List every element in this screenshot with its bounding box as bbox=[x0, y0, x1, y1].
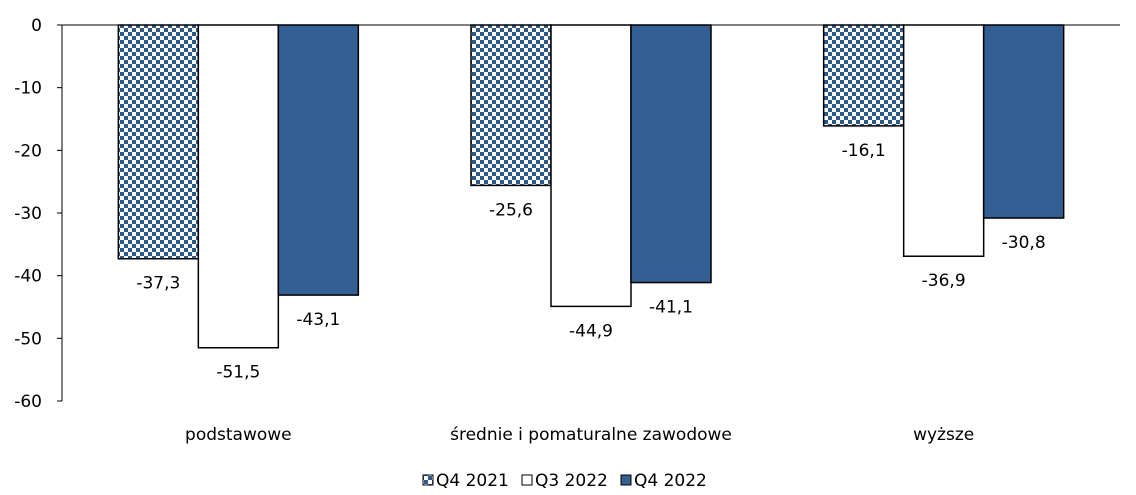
legend-swatch bbox=[521, 474, 533, 486]
data-label: -30,8 bbox=[1002, 233, 1046, 253]
data-labels: -37,3 -51,5 -43,1 -25,6 -44,9 -41,1 -16,1 -36,9… bbox=[136, 141, 1045, 383]
bar-2-2 bbox=[550, 24, 632, 308]
y-tick-label: -40 bbox=[14, 267, 42, 287]
bar-1-2 bbox=[470, 24, 552, 187]
y-tick-label: 0 bbox=[31, 16, 42, 36]
data-label: -43,1 bbox=[296, 310, 340, 330]
bar-1-3 bbox=[822, 24, 905, 127]
y-tick-label: -30 bbox=[14, 204, 42, 224]
data-label: -16,1 bbox=[842, 141, 886, 161]
bar-3-2 bbox=[630, 24, 712, 284]
legend: Q4 2021 Q3 2022 Q4 2022 bbox=[422, 471, 707, 491]
legend-swatch bbox=[422, 474, 434, 486]
bar-2-1 bbox=[197, 24, 280, 349]
bar-2-3 bbox=[902, 24, 985, 257]
data-label: -25,6 bbox=[489, 200, 533, 220]
bar-3-3 bbox=[982, 24, 1065, 219]
y-tick-label: -50 bbox=[14, 329, 42, 349]
y-tick-label: -60 bbox=[14, 392, 42, 412]
data-label: -37,3 bbox=[136, 274, 180, 294]
data-label: -44,9 bbox=[569, 321, 613, 341]
bar-1-1 bbox=[117, 24, 200, 260]
data-label: -51,5 bbox=[216, 363, 260, 383]
axes: 0 -10 -20 -30 -40 -50 -60 podstawowe średnie i p… bbox=[14, 16, 1120, 445]
legend-swatch bbox=[620, 474, 632, 486]
bar-3-1 bbox=[277, 24, 360, 296]
category-label: średnie i pomaturalne zawodowe bbox=[450, 425, 732, 445]
data-label: -41,1 bbox=[649, 298, 693, 318]
legend-label: Q3 2022 bbox=[535, 471, 608, 491]
category-label: wyższe bbox=[913, 425, 974, 445]
bars bbox=[117, 24, 1065, 349]
y-tick-label: -10 bbox=[14, 79, 42, 99]
category-label: podstawowe bbox=[185, 425, 292, 445]
legend-label: Q4 2022 bbox=[634, 471, 707, 491]
data-label: -36,9 bbox=[922, 271, 966, 291]
legend-label: Q4 2021 bbox=[436, 471, 509, 491]
y-tick-label: -20 bbox=[14, 141, 42, 161]
